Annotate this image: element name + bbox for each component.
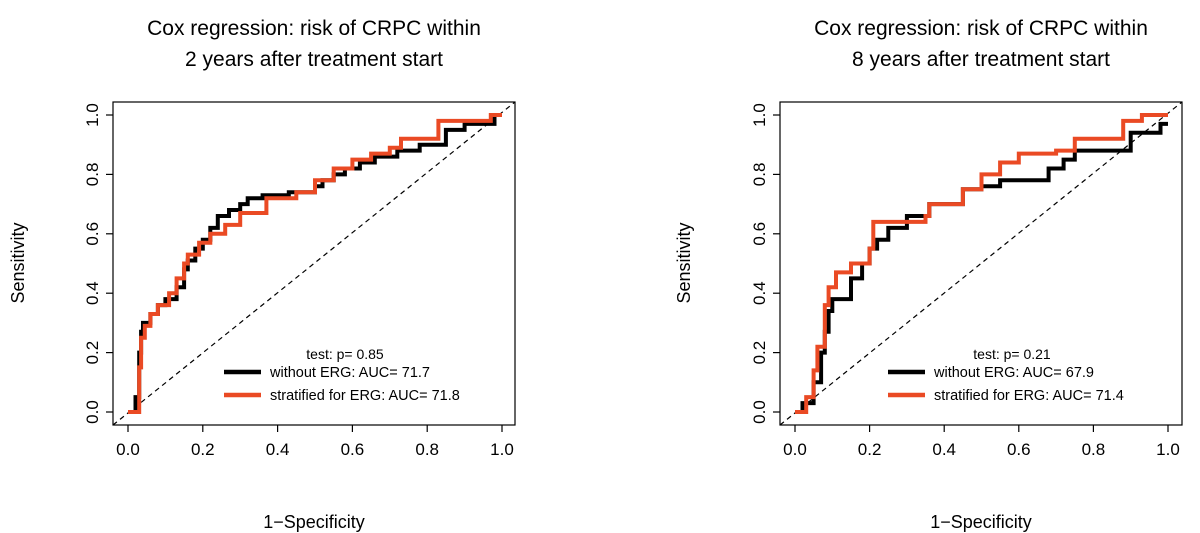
x-axis-ticks: 0.0 0.2 0.4 0.6 0.8 1.0 <box>783 425 1180 459</box>
y-tick-label: 1.0 <box>83 103 102 127</box>
y-tick-label: 0.4 <box>750 281 769 305</box>
y-tick-label: 0.8 <box>750 163 769 187</box>
x-tick-label: 0.4 <box>932 440 956 459</box>
y-tick-label: 0.2 <box>83 341 102 365</box>
x-tick-label: 0.4 <box>266 440 290 459</box>
chart-title-line-2: 2 years after treatment start <box>185 48 443 71</box>
y-axis-label: Sensitivity <box>674 222 694 303</box>
test-p-value: test: p= 0.85 <box>306 346 384 362</box>
legend-entry-label: without ERG: AUC= 67.9 <box>933 365 1094 381</box>
legend: without ERG: AUC= 71.7 stratified for ERG… <box>224 365 460 404</box>
roc-curves <box>128 113 502 414</box>
roc-curve-without-erg <box>795 121 1168 414</box>
x-tick-label: 0.0 <box>116 440 140 459</box>
y-tick-label: 0.6 <box>750 222 769 246</box>
y-tick-label: 0.6 <box>83 222 102 246</box>
y-tick-label: 1.0 <box>750 103 769 127</box>
test-p-value: test: p= 0.21 <box>973 346 1051 362</box>
plot-frame <box>112 101 516 426</box>
y-axis-ticks: 0.0 0.2 0.4 0.6 0.8 1.0 <box>83 103 113 424</box>
x-tick-label: 0.8 <box>1082 440 1106 459</box>
legend: without ERG: AUC= 67.9 stratified for ERG… <box>888 365 1124 404</box>
roc-curve-stratified-erg <box>128 113 502 414</box>
y-axis-ticks: 0.0 0.2 0.4 0.6 0.8 1.0 <box>750 103 780 424</box>
x-tick-label: 0.6 <box>1007 440 1031 459</box>
x-tick-label: 0.2 <box>191 440 215 459</box>
legend-entry-label: stratified for ERG: AUC= 71.4 <box>934 388 1124 404</box>
x-tick-label: 1.0 <box>1156 440 1180 459</box>
x-axis-label: 1−Specificity <box>930 512 1032 532</box>
chart-title-line-2: 8 years after treatment start <box>852 48 1110 71</box>
x-tick-label: 1.0 <box>490 440 514 459</box>
chance-diagonal <box>112 101 516 426</box>
y-tick-label: 0.2 <box>750 341 769 365</box>
chart-title-line-1: Cox regression: risk of CRPC within <box>814 17 1148 40</box>
y-axis-label: Sensitivity <box>8 222 28 303</box>
y-tick-label: 0.4 <box>83 281 102 305</box>
x-tick-label: 0.8 <box>415 440 439 459</box>
x-tick-label: 0.2 <box>858 440 882 459</box>
roc-panel-8-years: Cox regression: risk of CRPC within 8 ye… <box>674 17 1183 532</box>
y-tick-label: 0.0 <box>83 400 102 424</box>
roc-curve-stratified-erg <box>795 113 1168 414</box>
chart-title-line-1: Cox regression: risk of CRPC within <box>147 17 481 40</box>
chance-diagonal <box>779 101 1183 426</box>
roc-panel-2-years: Cox regression: risk of CRPC within 2 ye… <box>8 17 516 532</box>
y-tick-label: 0.8 <box>83 163 102 187</box>
x-axis-ticks: 0.0 0.2 0.4 0.6 0.8 1.0 <box>116 425 514 459</box>
x-tick-label: 0.6 <box>341 440 365 459</box>
roc-curves <box>795 113 1168 414</box>
legend-entry-label: without ERG: AUC= 71.7 <box>269 365 430 381</box>
x-tick-label: 0.0 <box>783 440 807 459</box>
plot-frame <box>779 101 1183 426</box>
legend-entry-label: stratified for ERG: AUC= 71.8 <box>270 388 460 404</box>
y-tick-label: 0.0 <box>750 400 769 424</box>
x-axis-label: 1−Specificity <box>263 512 365 532</box>
